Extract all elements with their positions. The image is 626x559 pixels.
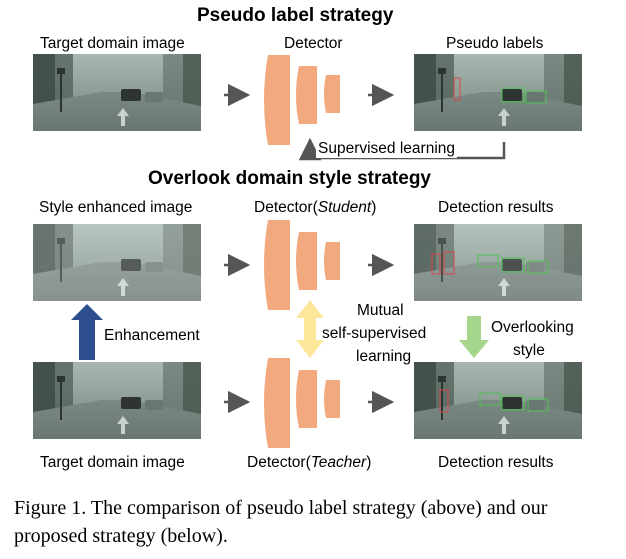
student-box-green bbox=[527, 260, 549, 274]
teacher-detector-label: Detector(Teacher) bbox=[247, 454, 372, 471]
student-box-red bbox=[431, 253, 441, 275]
detector-block-1 bbox=[264, 220, 290, 310]
detector-block-3 bbox=[324, 242, 340, 280]
mutual-label-line-2: self-supervised bbox=[322, 325, 427, 342]
student-results-image bbox=[414, 224, 582, 301]
overlook-label-line-2: style bbox=[513, 342, 545, 359]
student-detector bbox=[264, 220, 340, 310]
mutual-label-line-1: Mutual bbox=[357, 302, 404, 319]
mutual-arrow-shaft bbox=[304, 316, 316, 342]
top-title: Pseudo label strategy bbox=[197, 5, 394, 26]
detector-block-3 bbox=[324, 380, 340, 418]
detector-block-1 bbox=[264, 55, 290, 145]
detector-block-1 bbox=[264, 358, 290, 448]
pseudo-box-red bbox=[453, 77, 461, 101]
mutual-arrow-head-down bbox=[296, 340, 324, 358]
teacher-detector bbox=[264, 358, 340, 448]
top-output-image bbox=[414, 54, 582, 131]
teacher-box-green bbox=[527, 398, 549, 412]
supervised-learning-label: Supervised learning bbox=[316, 140, 458, 158]
figure-caption-line-1: Figure 1. The comparison of pseudo label… bbox=[14, 497, 548, 519]
bottom-source-label: Target domain image bbox=[40, 454, 185, 471]
detector-block-2 bbox=[296, 232, 317, 290]
top-source-label: Target domain image bbox=[40, 35, 185, 52]
detector-block-2 bbox=[296, 66, 317, 124]
bottom-title: Overlook domain style strategy bbox=[148, 168, 431, 189]
enhancement-label: Enhancement bbox=[104, 327, 200, 344]
detector-block-2 bbox=[296, 370, 317, 428]
enhanced-image-label: Style enhanced image bbox=[39, 199, 193, 216]
supervised-feedback-arrow bbox=[298, 137, 506, 161]
teacher-box-green bbox=[501, 395, 525, 411]
student-results-label: Detection results bbox=[438, 199, 554, 216]
student-box-red bbox=[443, 251, 455, 275]
teacher-results-label: Detection results bbox=[438, 454, 554, 471]
student-box-green bbox=[501, 257, 525, 273]
overlook-arrow-shaft bbox=[467, 316, 481, 342]
teacher-box-red bbox=[439, 389, 449, 413]
top-detector bbox=[264, 55, 340, 145]
student-box-green bbox=[477, 254, 499, 268]
teacher-results-image bbox=[414, 362, 582, 439]
enhancement-arrow-head bbox=[71, 304, 103, 320]
mutual-arrow-head-up bbox=[296, 300, 324, 318]
enhancement-arrow-shaft bbox=[79, 318, 95, 360]
overlook-label-line-1: Overlooking bbox=[491, 319, 574, 336]
detector-block-3 bbox=[324, 75, 340, 113]
figure-caption-line-2: proposed strategy (below). bbox=[14, 525, 228, 547]
overlook-arrow-head bbox=[459, 340, 489, 358]
top-detector-label: Detector bbox=[284, 35, 343, 52]
pseudo-box-green bbox=[525, 90, 547, 104]
mutual-label-line-3: learning bbox=[356, 348, 412, 365]
pseudo-box-green bbox=[501, 87, 525, 103]
teacher-box-green bbox=[479, 392, 501, 406]
student-detector-label: Detector(Student) bbox=[254, 199, 377, 216]
top-output-label: Pseudo labels bbox=[446, 35, 544, 52]
